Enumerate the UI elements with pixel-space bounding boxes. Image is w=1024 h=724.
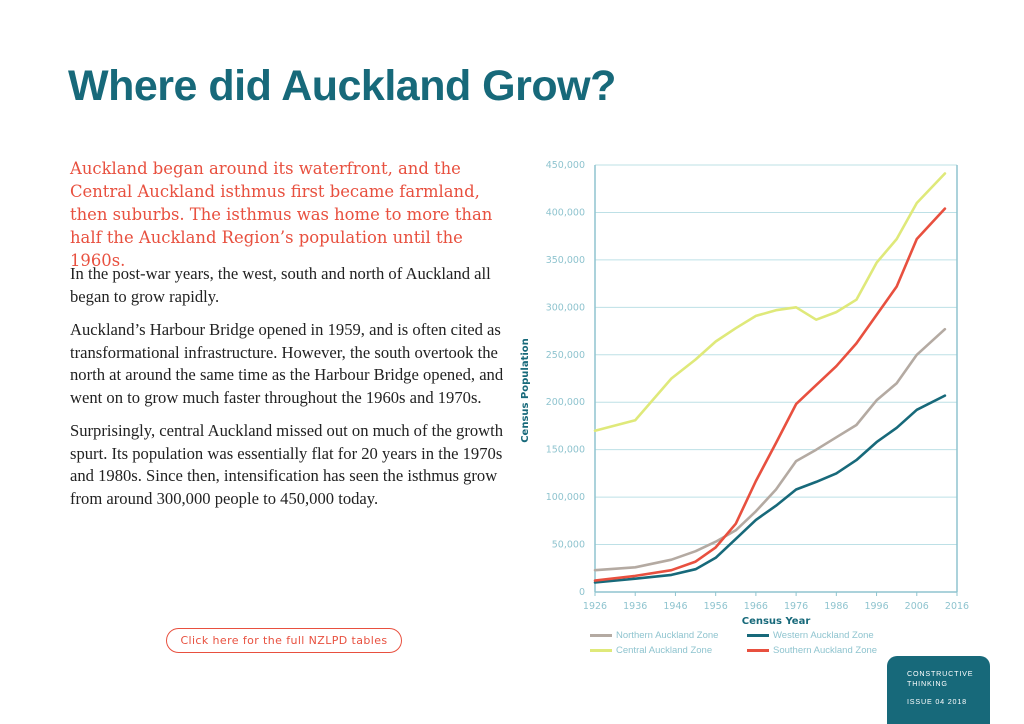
legend-item-western: Western Auckland Zone xyxy=(747,630,874,641)
legend-swatch xyxy=(590,634,612,637)
series-line-western-auckland-zone xyxy=(593,394,947,584)
x-tick-label: 1976 xyxy=(784,601,808,612)
y-tick-label: 450,000 xyxy=(546,160,585,171)
x-tick-label: 1986 xyxy=(824,601,848,612)
y-tick-label: 0 xyxy=(579,587,585,598)
x-tick-label: 2016 xyxy=(945,601,969,612)
y-tick-label: 100,000 xyxy=(546,492,585,503)
y-tick-label: 50,000 xyxy=(552,540,585,551)
y-tick-label: 300,000 xyxy=(546,302,585,313)
x-tick-label: 1936 xyxy=(623,601,647,612)
x-tick-label: 1996 xyxy=(864,601,888,612)
badge-line: CONSTRUCTIVE xyxy=(907,669,974,678)
paragraph: Auckland’s Harbour Bridge opened in 1959… xyxy=(70,320,504,407)
legend-swatch xyxy=(747,649,769,652)
intro-text: Auckland began around its waterfront, an… xyxy=(70,159,493,270)
badge-issue: ISSUE 04 2018 xyxy=(907,697,967,706)
y-tick-label: 400,000 xyxy=(546,207,585,218)
x-tick-label: 1966 xyxy=(744,601,768,612)
page-title: Where did Auckland Grow? xyxy=(68,62,616,110)
population-line-chart: 0 50,000 100,000 150,000 200,000 250,000 300,0… xyxy=(520,160,969,627)
paragraph: In the post-war years, the west, south a… xyxy=(70,264,491,306)
series-line-southern-auckland-zone xyxy=(593,207,947,582)
issue-badge: CONSTRUCTIVE THINKING ISSUE 04 2018 xyxy=(887,656,990,724)
nzlpd-tables-link-button[interactable]: Click here for the full NZLPD tables xyxy=(166,628,402,653)
legend-item-southern: Southern Auckland Zone xyxy=(747,645,877,656)
legend-swatch xyxy=(747,634,769,637)
legend-label: Southern Auckland Zone xyxy=(773,645,878,656)
legend-label: Central Auckland Zone xyxy=(616,645,713,656)
y-tick-label: 200,000 xyxy=(546,397,585,408)
badge-line: THINKING xyxy=(907,678,948,688)
x-tick-label: 2006 xyxy=(905,601,929,612)
series-line-central-auckland-zone xyxy=(593,172,947,433)
legend-item-central: Central Auckland Zone xyxy=(590,645,712,656)
y-tick-label: 350,000 xyxy=(546,255,585,266)
legend-item-northern: Northern Auckland Zone xyxy=(590,630,718,641)
y-tick-label: 150,000 xyxy=(546,445,585,456)
x-tick-label: 1926 xyxy=(583,601,607,612)
y-tick-label: 250,000 xyxy=(546,350,585,361)
y-axis-title: Census Population xyxy=(520,338,531,443)
x-axis-title: Census Year xyxy=(742,616,811,627)
legend-label: Northern Auckland Zone xyxy=(616,630,719,641)
x-tick-label: 1946 xyxy=(663,601,687,612)
legend-label: Western Auckland Zone xyxy=(773,630,874,641)
series-line-northern-auckland-zone xyxy=(593,327,947,572)
legend-swatch xyxy=(590,649,612,652)
body-text: In the post-war years, the west, south a… xyxy=(70,263,510,521)
x-tick-label: 1956 xyxy=(704,601,728,612)
paragraph: Surprisingly, central Auckland missed ou… xyxy=(70,421,504,508)
